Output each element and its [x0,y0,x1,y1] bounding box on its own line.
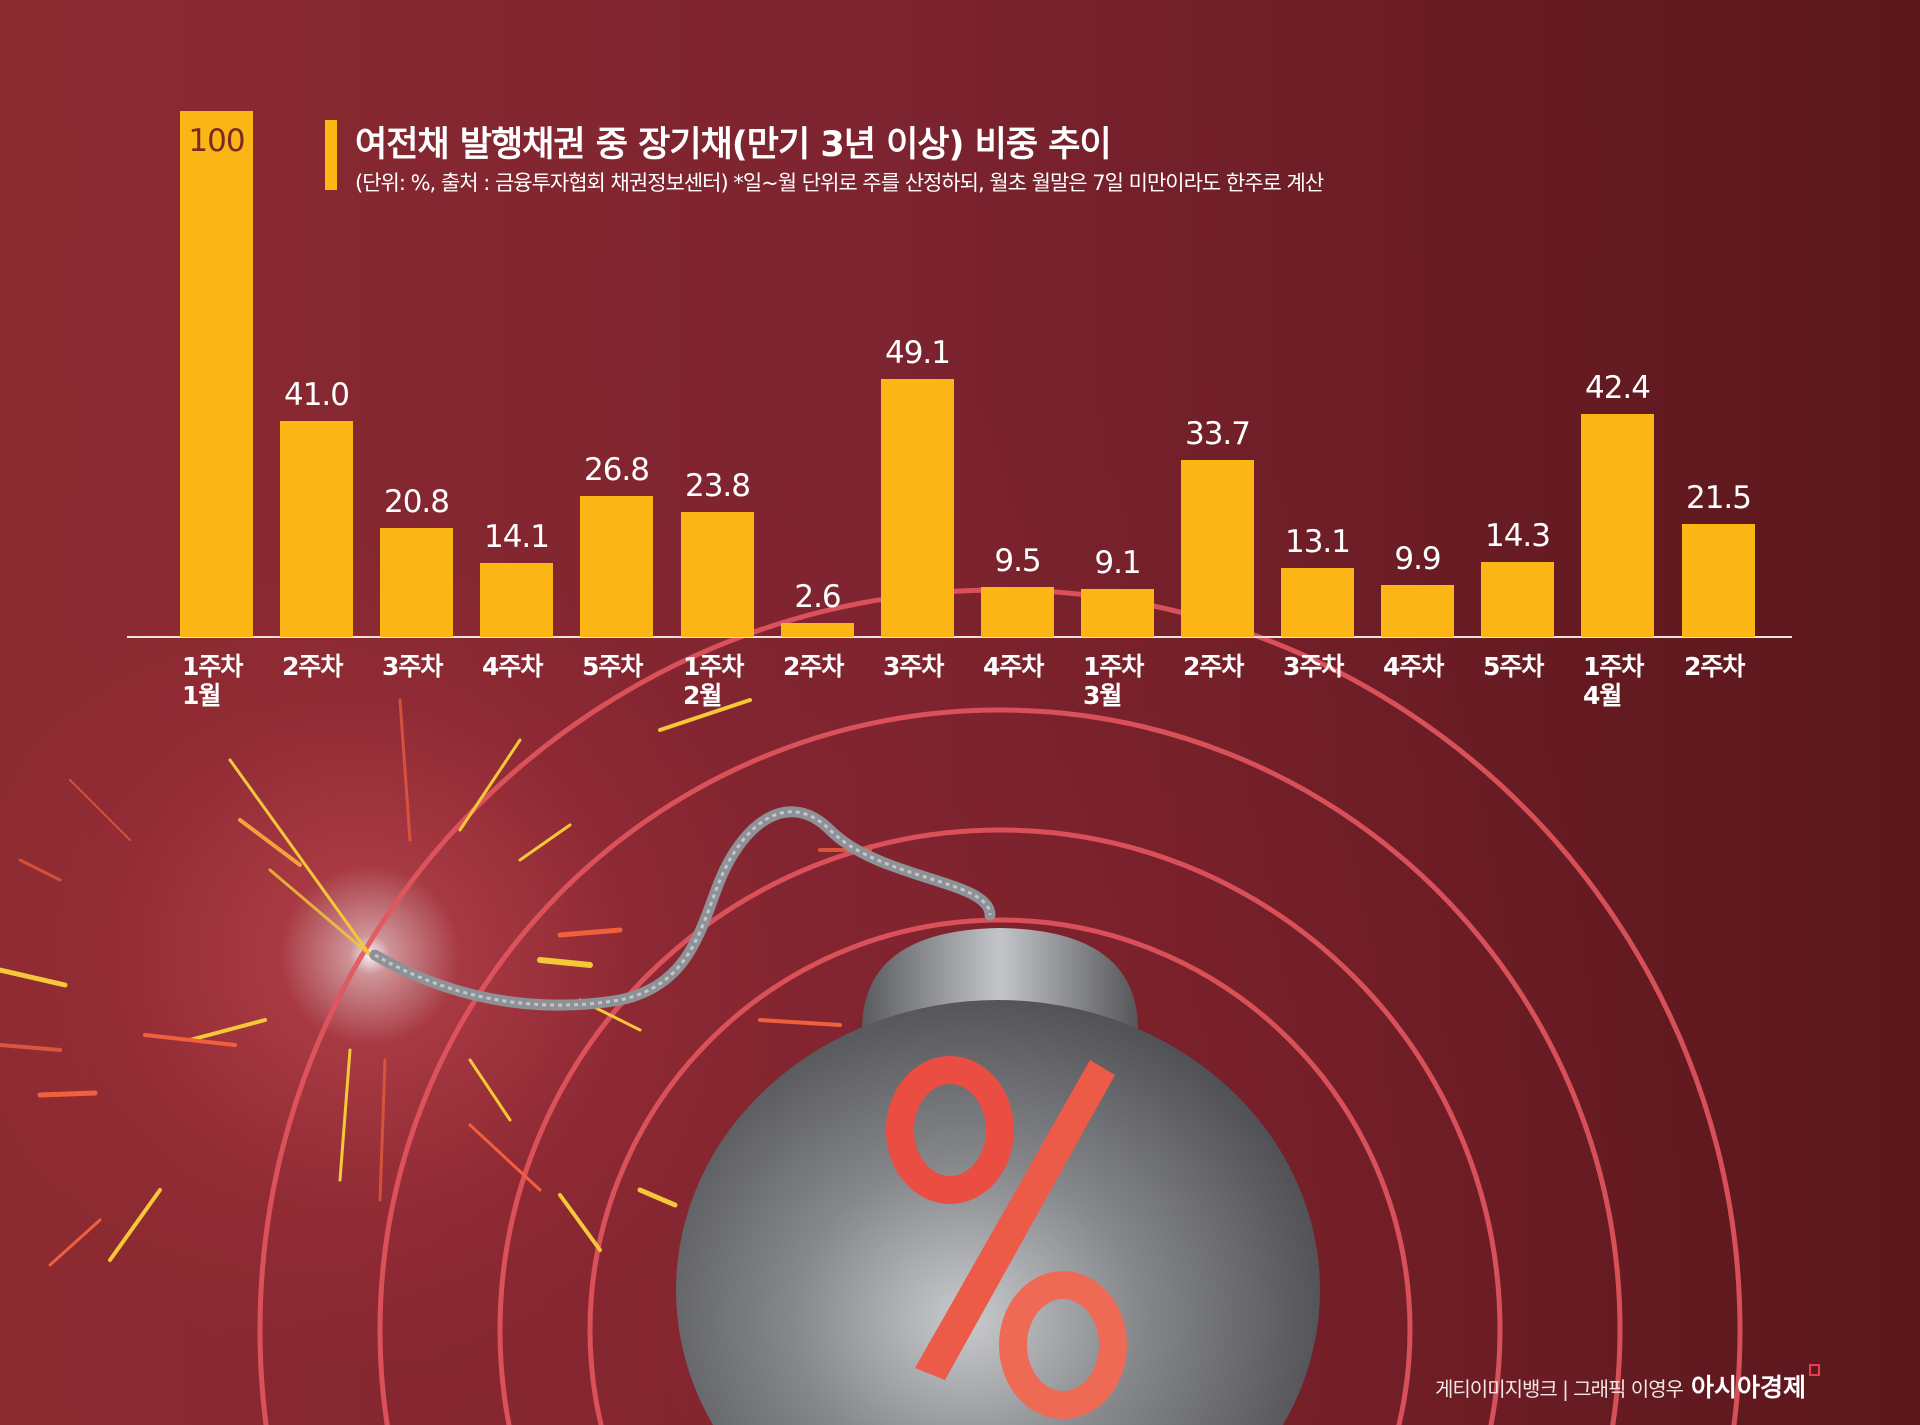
month-label: 3월 [1083,681,1122,710]
month-label: 4월 [1583,681,1622,710]
x-axis-label: 3주차 [382,652,443,681]
x-axis-label: 4주차 [1383,652,1444,681]
bar-value-label: 21.5 [1685,480,1752,516]
bar [480,563,553,637]
x-axis-label: 5주차 [582,652,643,681]
bar-value-label: 9.9 [1394,541,1441,577]
bar [180,111,253,637]
x-axis-label: 1주차 3월 [1083,652,1144,710]
bar [1081,589,1154,637]
bar-value-label: 9.1 [1094,545,1141,581]
bar [881,379,954,637]
bar [1281,568,1354,637]
bar-value-label: 23.8 [684,468,751,504]
bar [280,421,353,637]
month-label: 1월 [182,681,221,710]
bar-value-label: 41.0 [283,377,350,413]
bar-value-label: 42.4 [1584,370,1651,406]
x-axis-line [127,636,1792,638]
sparks-icon [0,698,872,1267]
bar [981,587,1054,637]
bar-value-label: 33.7 [1184,416,1251,452]
x-axis-label: 4주차 [482,652,543,681]
credit-line: 게티이미지뱅크 | 그래픽 이영우 아시아경제 [1435,1364,1821,1404]
bar [1181,460,1254,637]
x-axis-label: 1주차 2월 [683,652,744,710]
chart-title: 여전채 발행채권 중 장기채(만기 3년 이상) 비중 추이 [355,125,1112,165]
x-axis-label: 1주차 4월 [1583,652,1644,710]
brand-logo: 아시아경제 [1691,1373,1807,1402]
bar-value-label: 9.5 [994,543,1041,579]
x-axis-label: 2주차 [282,652,343,681]
bar-value-label: 20.8 [383,484,450,520]
bar [1481,562,1554,637]
bar-value-label: 14.3 [1484,518,1551,554]
bar-value-label: 13.1 [1284,524,1351,560]
credit-text: 게티이미지뱅크 | 그래픽 이영우 [1435,1377,1684,1401]
bar-chart: 100 1주차 1월 41.0 2주차 20.8 3주차 14.1 4주차 26.8 5주차 23.8… [127,111,1792,710]
bomb-icon [676,928,1320,1425]
x-axis-label: 4주차 [983,652,1044,681]
brand-mark-icon [1809,1364,1821,1376]
percent-symbol-icon [886,1056,1127,1419]
bar-value-label: 14.1 [483,519,550,555]
bar [1581,414,1654,637]
bar-value-label: 26.8 [583,452,650,488]
chart-subtitle: (단위: %, 출처 : 금융투자협회 채권정보센터) *일~월 단위로 주를 … [355,171,1324,195]
bar-value-label: 49.1 [884,335,951,371]
x-axis-label: 3주차 [883,652,944,681]
month-label: 2월 [683,681,722,710]
bar [781,623,854,637]
x-axis-label: 3주차 [1283,652,1344,681]
x-axis-label: 5주차 [1483,652,1544,681]
x-axis-label: 2주차 [1183,652,1244,681]
bar [681,512,754,637]
bar [380,528,453,637]
bar [1381,585,1454,637]
bar [1682,524,1755,637]
bar-value-label: 2.6 [794,579,841,615]
title-accent-bar [325,120,337,190]
x-axis-label: 2주차 [1684,652,1745,681]
bar [580,496,653,637]
x-axis-label: 1주차 1월 [182,652,243,710]
bar-value-label: 100 [188,123,245,159]
fuse-icon [369,806,996,1011]
x-axis-label: 2주차 [783,652,844,681]
